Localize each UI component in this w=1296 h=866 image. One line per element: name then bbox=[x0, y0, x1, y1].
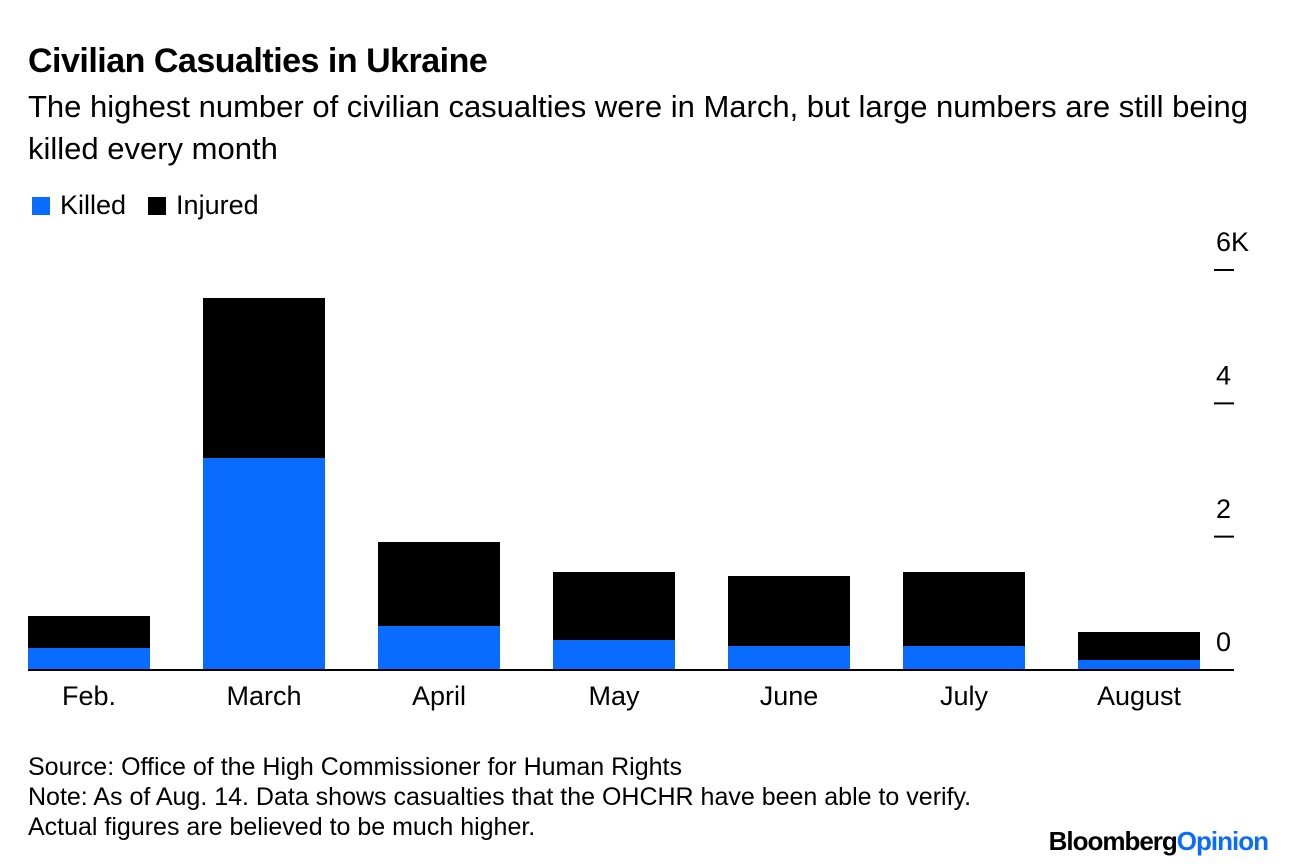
note: Note: As of Aug. 14. Data shows casualti… bbox=[28, 783, 972, 841]
brand: BloombergOpinion bbox=[1048, 826, 1269, 857]
bar-segment bbox=[203, 298, 325, 458]
legend-swatch bbox=[32, 196, 50, 215]
chart-title: Civilian Casualties in Ukraine bbox=[28, 42, 488, 80]
x-tick-label: July bbox=[940, 681, 989, 711]
bar-segment bbox=[28, 648, 150, 670]
y-tick-label: 0 bbox=[1216, 627, 1231, 657]
legend-label: Killed bbox=[60, 190, 127, 220]
bar-segment bbox=[553, 572, 675, 640]
brand-main: Bloomberg bbox=[1048, 826, 1178, 856]
brand-sub: Opinion bbox=[1176, 826, 1269, 856]
chart-subtitle: The highest number of civilian casualtie… bbox=[28, 89, 1248, 166]
bar-segment bbox=[728, 576, 850, 646]
bar-segment bbox=[378, 542, 500, 626]
y-tick-label: 6K bbox=[1216, 227, 1249, 257]
bar-segment bbox=[903, 646, 1025, 670]
x-tick-label: June bbox=[760, 681, 819, 711]
bar-segment bbox=[28, 616, 150, 648]
bar-segment bbox=[728, 646, 850, 670]
legend-item: Injured bbox=[148, 190, 259, 221]
bar-segment bbox=[553, 640, 675, 670]
bar-segment bbox=[903, 572, 1025, 646]
x-tick-label: Feb. bbox=[62, 681, 116, 711]
bar-segment bbox=[203, 458, 325, 670]
legend-swatch bbox=[148, 196, 167, 215]
y-tick-label: 4 bbox=[1216, 360, 1231, 390]
legend-label: Injured bbox=[176, 190, 259, 220]
source: Source: Office of the High Commissioner … bbox=[28, 753, 682, 781]
x-tick-label: April bbox=[412, 681, 466, 711]
x-tick-label: March bbox=[226, 681, 301, 711]
bar-segment bbox=[1078, 660, 1200, 670]
bar-segment bbox=[378, 626, 500, 670]
x-tick-label: August bbox=[1097, 681, 1182, 711]
y-tick-label: 2 bbox=[1216, 494, 1231, 524]
footer: Source: Office of the High Commissioner … bbox=[28, 752, 988, 842]
legend-item: Killed bbox=[32, 190, 126, 221]
x-tick-label: May bbox=[588, 681, 640, 711]
bar-segment bbox=[1078, 632, 1200, 660]
legend: Killed Injured bbox=[32, 190, 259, 221]
